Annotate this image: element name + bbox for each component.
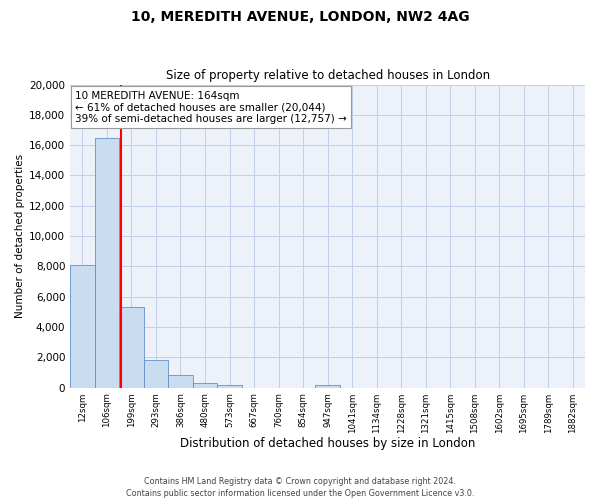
Text: 10 MEREDITH AVENUE: 164sqm
← 61% of detached houses are smaller (20,044)
39% of : 10 MEREDITH AVENUE: 164sqm ← 61% of deta… <box>76 90 347 124</box>
Title: Size of property relative to detached houses in London: Size of property relative to detached ho… <box>166 69 490 82</box>
X-axis label: Distribution of detached houses by size in London: Distribution of detached houses by size … <box>180 437 475 450</box>
Bar <box>144 360 168 388</box>
Y-axis label: Number of detached properties: Number of detached properties <box>15 154 25 318</box>
Text: 10, MEREDITH AVENUE, LONDON, NW2 4AG: 10, MEREDITH AVENUE, LONDON, NW2 4AG <box>131 10 469 24</box>
Bar <box>70 265 95 388</box>
Bar <box>316 386 340 388</box>
Text: Contains HM Land Registry data © Crown copyright and database right 2024.
Contai: Contains HM Land Registry data © Crown c… <box>126 476 474 498</box>
Bar <box>193 383 217 388</box>
Bar <box>168 376 193 388</box>
Bar <box>119 308 144 388</box>
Bar <box>95 138 119 388</box>
Bar <box>217 386 242 388</box>
